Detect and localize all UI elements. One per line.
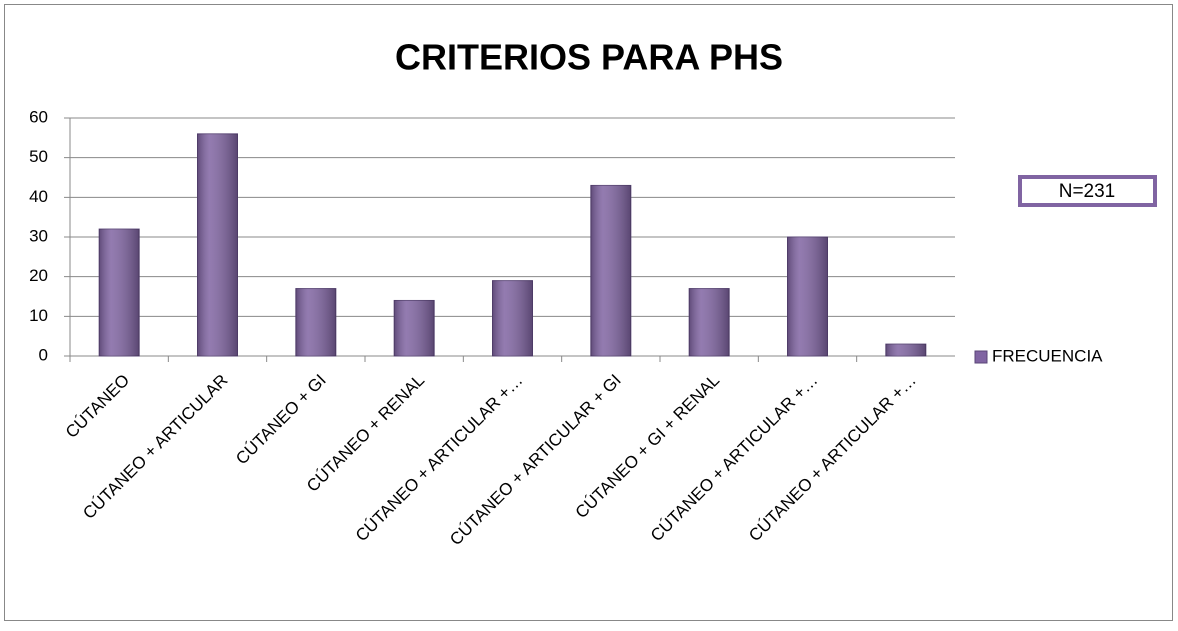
- legend-swatch: [974, 350, 988, 364]
- y-tick-label: 20: [29, 266, 48, 285]
- bar-shade: [394, 300, 435, 356]
- legend-label: FRECUENCIA: [992, 346, 1103, 365]
- y-tick-label: 10: [29, 306, 48, 325]
- y-tick-label: 40: [29, 187, 48, 206]
- bar-shade: [590, 185, 631, 356]
- chart-title: CRITERIOS PARA PHS: [395, 37, 783, 78]
- annotation: N=231: [1059, 181, 1116, 202]
- y-tick-label: 60: [29, 107, 48, 126]
- bar-shade: [885, 344, 926, 356]
- y-tick-label: 0: [39, 345, 48, 364]
- bar-shade: [787, 237, 828, 356]
- y-tick-label: 50: [29, 147, 48, 166]
- bar-shade: [492, 280, 533, 356]
- bar-shade: [197, 133, 238, 356]
- bar-shade: [295, 288, 336, 356]
- y-tick-label: 30: [29, 226, 48, 245]
- chart-border: [4, 4, 1173, 621]
- annotation-box: [1018, 175, 1157, 207]
- bar-shade: [689, 288, 730, 356]
- bar-shade: [99, 229, 140, 356]
